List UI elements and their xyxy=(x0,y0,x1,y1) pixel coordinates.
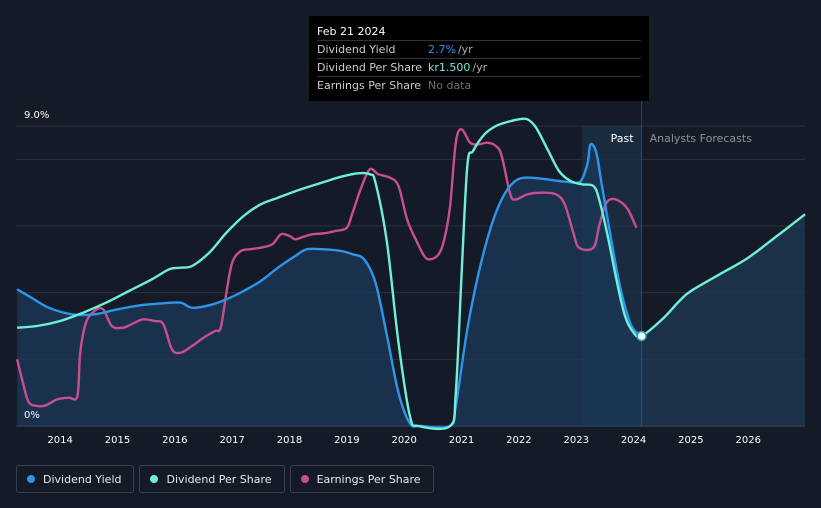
x-tick-label: 2025 xyxy=(678,435,703,446)
legend-item-earnings-per-share[interactable]: Earnings Per Share xyxy=(289,465,434,493)
y-tick-label: 9.0% xyxy=(24,110,49,121)
tooltip-row-value: kr1.500 xyxy=(428,61,471,74)
tooltip-row-label: Dividend Per Share xyxy=(317,61,423,74)
forecast-region-label: Analysts Forecasts xyxy=(650,132,753,145)
forecast-area xyxy=(641,214,805,426)
dividend-yield-area xyxy=(17,143,642,428)
x-tick-label: 2023 xyxy=(563,435,588,446)
legend-label: Dividend Yield xyxy=(43,472,122,486)
x-tick-label: 2018 xyxy=(277,435,302,446)
series-line-earnings-per-share xyxy=(15,128,638,408)
legend-dot-icon xyxy=(27,475,35,483)
tooltip-row-dividend-yield: Dividend Yield 2.7% /yr xyxy=(317,40,641,58)
tooltip-row-earnings-per-share: Earnings Per Share No data xyxy=(317,76,641,94)
series-lines xyxy=(15,117,806,431)
past-region-label: Past xyxy=(611,132,635,145)
legend-label: Dividend Per Share xyxy=(166,472,272,486)
legend-item-dividend-yield[interactable]: Dividend Yield xyxy=(16,465,135,493)
tooltip-date: Feb 21 2024 xyxy=(317,25,386,38)
series-areas xyxy=(17,143,805,428)
tooltip-row-dividend-per-share: Dividend Per Share kr1.500 /yr xyxy=(317,58,641,76)
legend-dot-icon xyxy=(300,475,309,483)
x-tick-label: 2021 xyxy=(449,435,474,446)
x-tick-label: 2026 xyxy=(736,435,761,446)
legend-dot-icon xyxy=(150,475,159,483)
x-tick-label: 2017 xyxy=(219,435,244,446)
x-axis-ticks: 2014 2015 2016 2017 2018 2019 2020 2021 2022 2023… xyxy=(47,435,761,446)
x-tick-label: 2019 xyxy=(334,435,359,446)
tooltip-row-value: 2.7% xyxy=(428,43,456,56)
legend-label: Earnings Per Share xyxy=(316,472,421,486)
tooltip-row-label: Dividend Yield xyxy=(317,43,396,56)
x-tick-label: 2015 xyxy=(105,435,130,446)
tooltip-row-value: No data xyxy=(428,79,472,92)
x-tick-label: 2020 xyxy=(391,435,416,446)
legend: Dividend Yield Dividend Per Share Earnin… xyxy=(16,465,434,493)
tooltip-row-unit: /yr xyxy=(472,61,488,74)
y-tick-label: 0% xyxy=(24,410,40,421)
legend-item-dividend-per-share[interactable]: Dividend Per Share xyxy=(139,465,285,493)
series-line-dividend-yield xyxy=(16,142,643,429)
tooltip: Feb 21 2024 Dividend Yield 2.7% /yr Divi… xyxy=(309,16,649,101)
tooltip-row-unit: /yr xyxy=(457,43,473,56)
series-line-dividend-per-share xyxy=(16,117,806,431)
x-tick-label: 2016 xyxy=(162,435,187,446)
x-tick-label: 2022 xyxy=(506,435,531,446)
y-axis-ticks: 9.0% 0% xyxy=(24,110,49,421)
current-value-marker[interactable] xyxy=(636,330,647,342)
x-tick-label: 2024 xyxy=(621,435,646,446)
tooltip-row-label: Earnings Per Share xyxy=(317,79,422,92)
x-tick-label: 2014 xyxy=(47,435,72,446)
